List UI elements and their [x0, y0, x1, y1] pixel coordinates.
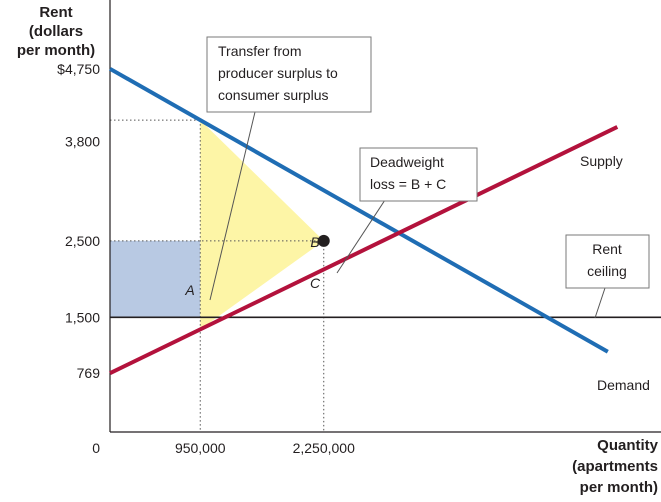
deadweight-callout-box	[359, 147, 478, 202]
y-axis-title: (dollars	[29, 23, 83, 40]
supply-curve	[109, 125, 619, 376]
region-c-label: C	[310, 275, 321, 291]
curves	[109, 67, 661, 376]
deadweight-leader-line	[336, 199, 386, 274]
region-c	[200, 240, 324, 330]
transfer-callout-text: producer surplus to	[218, 65, 338, 81]
y-tick-label: 2,500	[65, 233, 100, 249]
x-axis-title: per month)	[580, 479, 658, 496]
labels: Rent (dollars per month) Quantity (apartment…	[17, 4, 659, 496]
guide-lines	[110, 119, 325, 432]
y-axis-title: per month)	[17, 42, 95, 59]
y-tick-label: 1,500	[65, 309, 100, 325]
y-tick-label: 769	[77, 365, 101, 381]
rent-ceiling-callout-box	[565, 234, 650, 289]
transfer-callout-text: Transfer from	[218, 43, 302, 59]
region-a	[110, 240, 201, 318]
supply-label: Supply	[580, 153, 623, 169]
rent-ceiling-label: ceiling	[587, 263, 627, 279]
y-tick-label: $4,750	[57, 61, 100, 77]
rent-ceiling-label: Rent	[592, 241, 622, 257]
y-axis-title: Rent	[39, 4, 72, 21]
transfer-callout-text: consumer surplus	[218, 87, 329, 103]
x-tick-label: 2,250,000	[293, 440, 355, 456]
y-tick-label: 3,800	[65, 133, 100, 149]
surplus-regions	[110, 120, 324, 330]
axes	[109, 0, 661, 433]
origin-label: 0	[92, 440, 100, 456]
deadweight-callout-text: loss = B + C	[370, 176, 446, 192]
deadweight-callout-text: Deadweight	[370, 154, 444, 170]
equilibrium-point	[317, 234, 330, 247]
demand-label: Demand	[597, 377, 650, 393]
transfer-leader-line	[209, 111, 256, 301]
rent-ceiling-leader-line	[594, 287, 606, 319]
x-tick-label: 950,000	[175, 440, 226, 456]
x-axis-title: Quantity	[597, 437, 658, 454]
region-a-label: A	[184, 282, 194, 298]
transfer-callout-box	[206, 36, 372, 113]
demand-curve	[109, 67, 609, 354]
x-axis-title: (apartments	[572, 458, 658, 475]
region-b-label: B	[310, 234, 319, 250]
